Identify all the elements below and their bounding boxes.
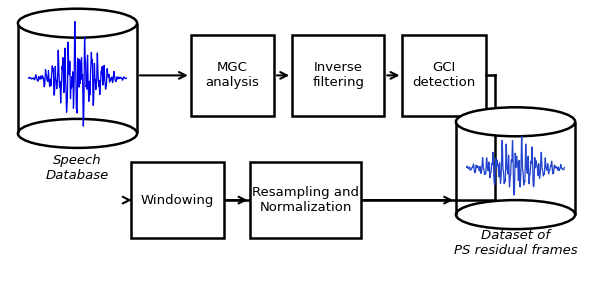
Bar (402, 35, 486, 116)
Bar (250, 162, 361, 238)
Ellipse shape (456, 107, 575, 136)
FancyBboxPatch shape (18, 23, 137, 133)
Text: Dataset of
PS residual frames: Dataset of PS residual frames (454, 229, 578, 257)
Text: Resampling and
Normalization: Resampling and Normalization (252, 186, 359, 214)
Bar (131, 162, 224, 238)
Text: GCI
detection: GCI detection (412, 61, 476, 89)
Bar (292, 35, 384, 116)
Text: Windowing: Windowing (141, 194, 214, 206)
FancyBboxPatch shape (456, 122, 575, 215)
Bar (191, 35, 274, 116)
Ellipse shape (18, 119, 137, 148)
Text: Inverse
filtering: Inverse filtering (312, 61, 364, 89)
Text: Speech
Database: Speech Database (46, 154, 109, 182)
Text: MGC
analysis: MGC analysis (206, 61, 259, 89)
Ellipse shape (18, 9, 137, 38)
Ellipse shape (456, 200, 575, 229)
